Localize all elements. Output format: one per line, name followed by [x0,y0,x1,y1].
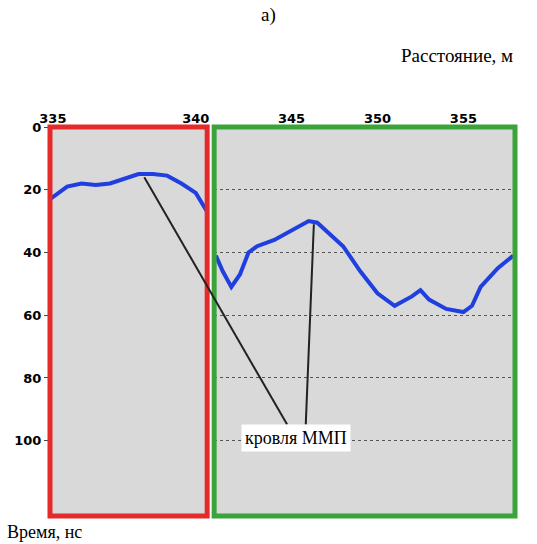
svg-text:60: 60 [23,308,41,323]
svg-text:335: 335 [39,111,66,126]
svg-text:350: 350 [364,111,391,126]
svg-text:а): а) [261,4,276,26]
svg-text:Время, нс: Время, нс [7,522,82,542]
svg-text:Расстояние, м: Расстояние, м [401,45,513,66]
svg-text:100: 100 [14,433,41,448]
svg-text:345: 345 [278,111,305,126]
svg-text:80: 80 [23,371,41,386]
svg-text:40: 40 [23,245,41,260]
svg-text:340: 340 [182,111,209,126]
svg-text:20: 20 [23,182,41,197]
svg-text:355: 355 [450,111,477,126]
svg-text:0: 0 [32,120,41,135]
svg-text:кровля ММП: кровля ММП [245,428,347,448]
